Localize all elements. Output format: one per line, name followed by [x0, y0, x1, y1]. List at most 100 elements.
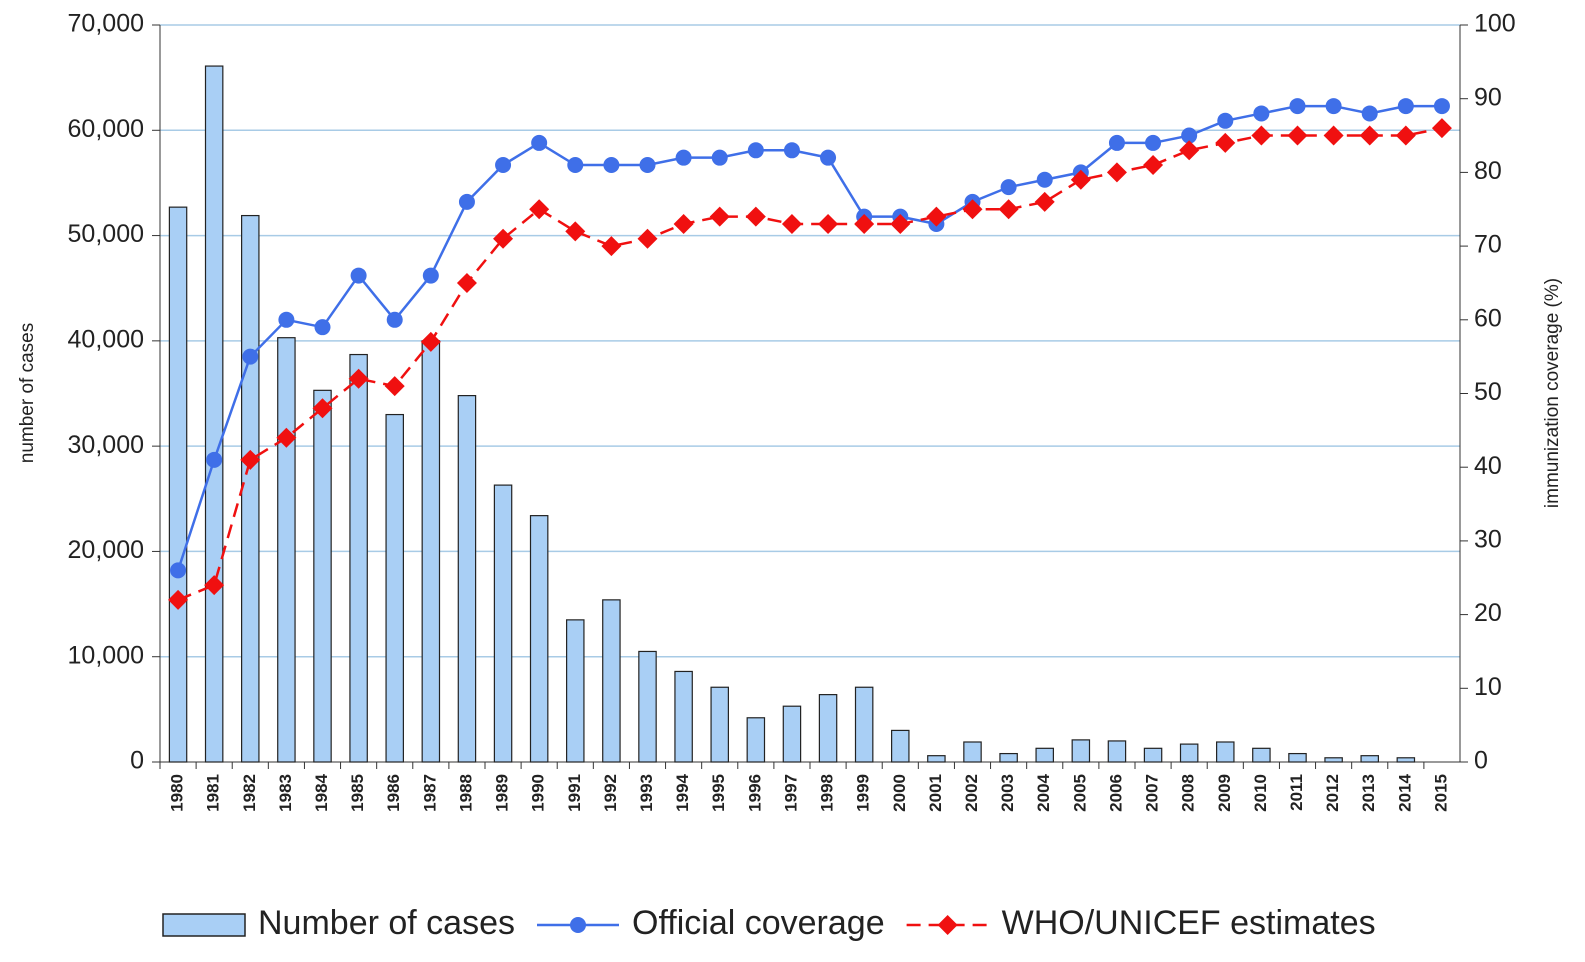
- y-tick-label: 50,000: [68, 220, 144, 248]
- bar: [746, 717, 766, 763]
- x-tick-label: 2003: [998, 774, 1017, 812]
- y2-tick-label: 90: [1474, 83, 1502, 111]
- x-tick-label: 1997: [781, 774, 800, 812]
- x-tick-label: 2011: [1287, 774, 1306, 811]
- marker: [709, 206, 730, 227]
- marker: [1361, 105, 1378, 122]
- marker: [1217, 112, 1234, 129]
- bar: [457, 395, 477, 763]
- x-tick-label: 2015: [1431, 774, 1450, 812]
- bar: [638, 650, 657, 763]
- marker: [458, 193, 475, 210]
- y-tick-label: 30,000: [68, 431, 144, 459]
- x-tick-label: 1998: [818, 774, 837, 812]
- legend-label: Official coverage: [632, 904, 885, 942]
- marker: [783, 142, 800, 159]
- bar: [566, 619, 585, 763]
- bar: [277, 337, 296, 763]
- marker: [204, 575, 225, 596]
- x-tick-label: 2000: [890, 774, 909, 812]
- marker: [926, 206, 947, 227]
- x-tick-label: 2008: [1179, 774, 1198, 812]
- x-tick-label: 1983: [276, 774, 295, 812]
- bar: [1107, 740, 1127, 763]
- marker: [456, 272, 477, 293]
- marker: [386, 311, 403, 328]
- y-tick-label: 0: [130, 747, 144, 775]
- marker: [1034, 191, 1055, 212]
- y2-tick-label: 60: [1474, 304, 1502, 332]
- x-tick-label: 2007: [1143, 774, 1162, 812]
- x-tick-label: 1981: [204, 774, 223, 812]
- bar: [1179, 743, 1199, 763]
- x-tick-label: 1980: [168, 774, 187, 812]
- marker: [348, 368, 369, 389]
- marker: [420, 331, 441, 352]
- marker: [350, 267, 367, 284]
- y-tick-label: 70,000: [68, 10, 144, 38]
- marker: [998, 199, 1019, 220]
- marker: [1395, 125, 1416, 146]
- marker: [1106, 162, 1127, 183]
- marker: [1000, 179, 1017, 196]
- bar: [1216, 741, 1235, 763]
- marker: [603, 157, 620, 174]
- bar: [1071, 739, 1091, 763]
- marker: [818, 213, 839, 234]
- marker: [422, 267, 439, 284]
- y-tick-label: 60,000: [68, 115, 144, 143]
- x-tick-label: 1986: [384, 774, 403, 812]
- x-tick-label: 1988: [456, 774, 475, 812]
- marker: [493, 228, 514, 249]
- marker: [170, 562, 187, 579]
- y2-tick-label: 40: [1474, 452, 1502, 480]
- bar: [927, 755, 946, 763]
- bar: [1360, 755, 1379, 763]
- y2-tick-label: 0: [1474, 747, 1488, 775]
- marker: [1215, 132, 1236, 153]
- marker: [1397, 98, 1414, 115]
- marker: [1253, 105, 1270, 122]
- x-tick-label: 1990: [529, 774, 548, 812]
- bar: [999, 752, 1018, 763]
- marker: [1289, 98, 1306, 115]
- bar: [963, 741, 982, 763]
- bar: [782, 705, 802, 763]
- x-tick-label: 1991: [565, 774, 584, 812]
- marker: [240, 449, 261, 470]
- marker: [531, 134, 548, 151]
- bar: [710, 686, 729, 763]
- marker: [1325, 98, 1342, 115]
- marker: [890, 213, 911, 234]
- bar: [1396, 757, 1416, 763]
- bar: [241, 214, 260, 763]
- x-tick-label: 1995: [709, 774, 728, 812]
- bar: [529, 515, 549, 763]
- marker: [1070, 169, 1091, 190]
- bar: [891, 729, 910, 763]
- marker: [854, 213, 875, 234]
- marker: [745, 206, 766, 227]
- bar: [818, 694, 838, 763]
- marker: [1179, 140, 1200, 161]
- y-tick-label: 40,000: [68, 325, 144, 353]
- marker: [1323, 125, 1344, 146]
- marker: [673, 213, 694, 234]
- legend-label: WHO/UNICEF estimates: [1002, 904, 1376, 942]
- marker: [639, 157, 656, 174]
- marker: [1108, 134, 1125, 151]
- bar: [602, 599, 621, 763]
- bar: [385, 413, 404, 763]
- x-tick-label: 1996: [745, 774, 764, 812]
- marker: [242, 348, 259, 365]
- x-tick-label: 2012: [1323, 774, 1342, 812]
- marker: [168, 589, 189, 610]
- marker: [962, 199, 983, 220]
- y-tick-label: 10,000: [68, 641, 144, 669]
- y2-tick-label: 30: [1474, 526, 1502, 554]
- bar: [674, 670, 693, 763]
- bar: [313, 389, 332, 763]
- marker: [1433, 98, 1450, 115]
- marker: [565, 221, 586, 242]
